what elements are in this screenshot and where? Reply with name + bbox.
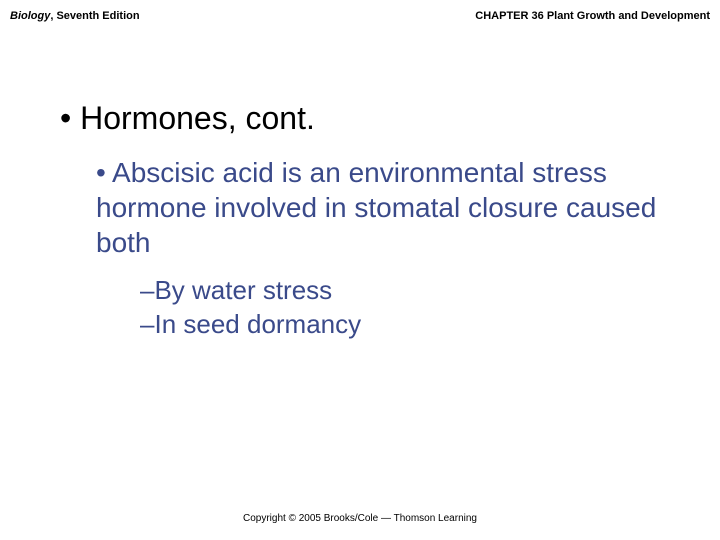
footer-copyright: Copyright © 2005 Brooks/Cole — Thomson L… <box>0 513 720 524</box>
dash-icon: – <box>140 275 154 305</box>
bullet-icon: • <box>60 100 80 136</box>
slide-point-row: –By water stress <box>140 274 680 308</box>
dash-icon: – <box>140 309 154 339</box>
slide-point: By water stress <box>154 275 332 305</box>
header-left: Biology, Seventh Edition <box>10 10 140 22</box>
slide-title: Hormones, cont. <box>80 100 315 136</box>
header-right: CHAPTER 36 Plant Growth and Development <box>475 10 710 22</box>
bullet-icon: • <box>96 157 112 188</box>
book-title-rest: , Seventh Edition <box>50 10 139 22</box>
book-title-italic: Biology <box>10 10 50 22</box>
slide-subpoint-row: • Abscisic acid is an environmental stre… <box>96 155 680 260</box>
slide-subpoint: Abscisic acid is an environmental stress… <box>96 157 656 258</box>
slide-point: In seed dormancy <box>154 309 361 339</box>
slide-content: • Hormones, cont. • Abscisic acid is an … <box>60 100 680 342</box>
slide-point-row: –In seed dormancy <box>140 308 680 342</box>
slide-title-row: • Hormones, cont. <box>60 100 680 137</box>
